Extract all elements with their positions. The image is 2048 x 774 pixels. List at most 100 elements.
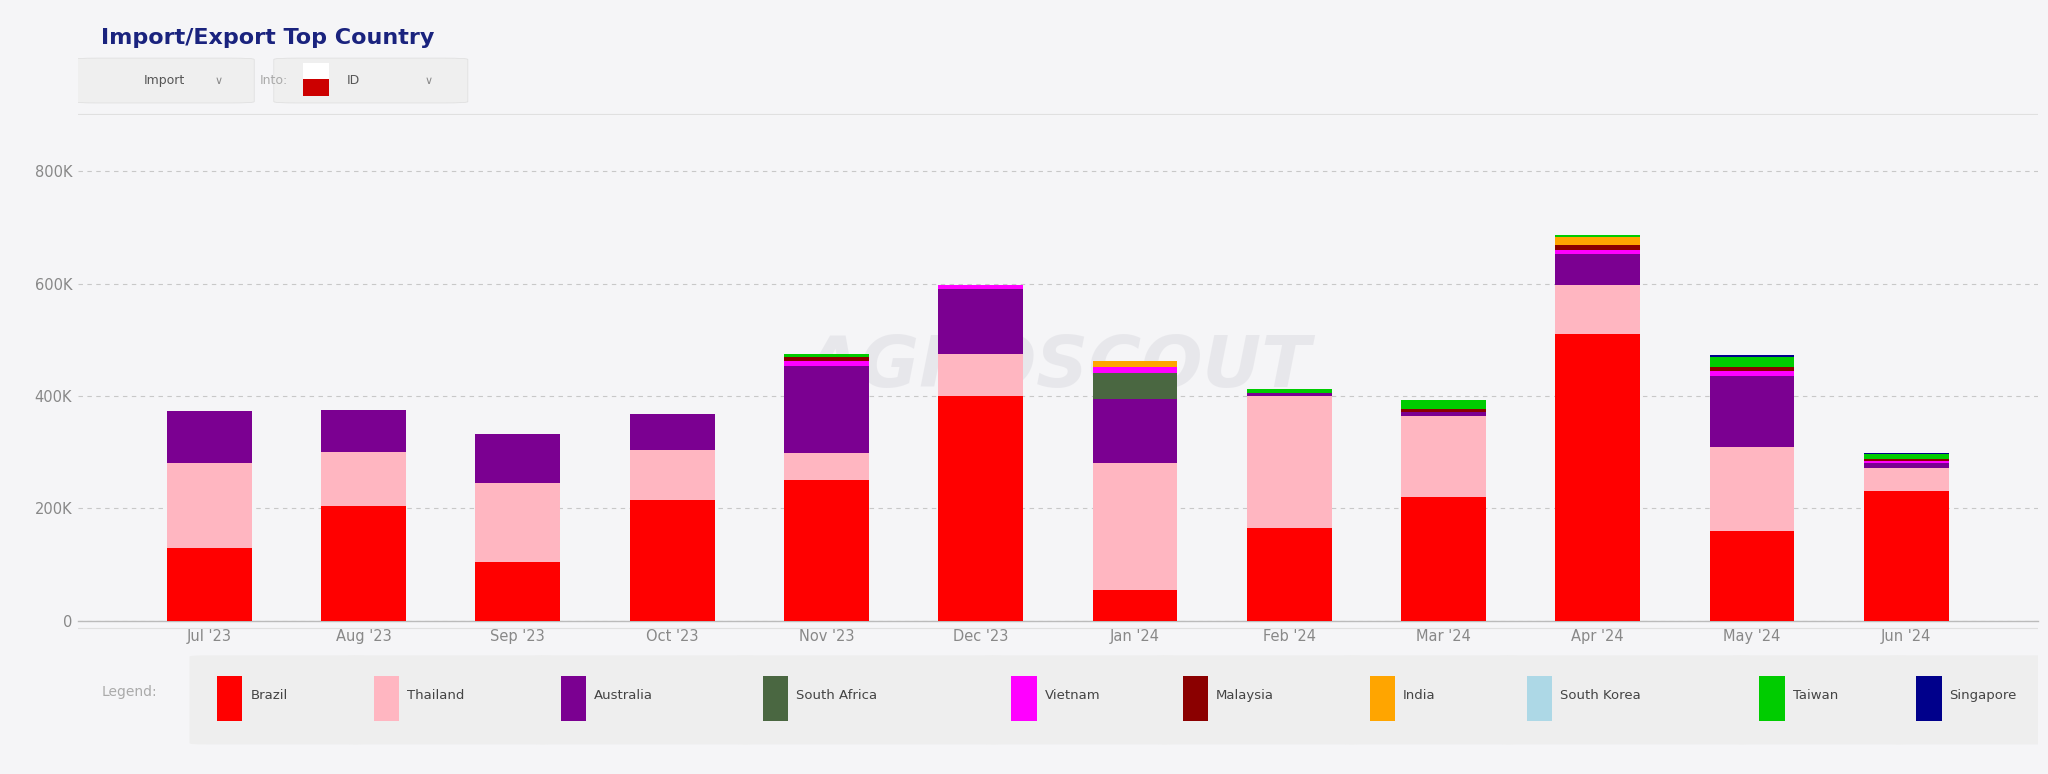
FancyBboxPatch shape (346, 656, 553, 745)
Bar (1012, 676, 1036, 721)
Bar (784, 357, 868, 361)
Bar (938, 289, 1024, 354)
Bar (1092, 464, 1178, 590)
Bar (1247, 396, 1331, 528)
Bar (1092, 399, 1178, 464)
Bar (1864, 464, 1950, 467)
Bar (784, 480, 868, 621)
Bar (475, 483, 561, 562)
Bar (322, 505, 406, 621)
Bar (1554, 285, 1640, 334)
Bar (217, 676, 242, 721)
FancyBboxPatch shape (1155, 656, 1362, 745)
Bar (1554, 254, 1640, 285)
Text: Vietnam: Vietnam (1044, 689, 1100, 702)
FancyBboxPatch shape (74, 58, 254, 103)
FancyBboxPatch shape (1733, 656, 1909, 745)
Bar (629, 414, 715, 450)
Bar (1864, 454, 1950, 459)
Bar (784, 454, 868, 480)
Text: Legend:: Legend: (100, 686, 158, 700)
Bar (1710, 372, 1794, 376)
Bar (938, 396, 1024, 621)
Bar (1247, 393, 1331, 396)
Bar (629, 450, 715, 500)
Bar (1710, 357, 1794, 368)
Text: Singapore: Singapore (1950, 689, 2017, 702)
Bar (784, 354, 868, 357)
Bar (1554, 334, 1640, 621)
FancyBboxPatch shape (274, 58, 467, 103)
Bar (1710, 355, 1794, 357)
Bar (1710, 447, 1794, 531)
Bar (1759, 676, 1786, 721)
Text: India: India (1403, 689, 1436, 702)
Bar (166, 548, 252, 621)
Bar (1864, 467, 1950, 491)
Bar (784, 361, 868, 366)
Bar (1401, 409, 1487, 413)
Text: Thailand: Thailand (408, 689, 465, 702)
Bar (1554, 245, 1640, 250)
Bar (303, 63, 328, 80)
Bar (1401, 497, 1487, 621)
Text: Brazil: Brazil (250, 689, 287, 702)
Bar (938, 285, 1024, 289)
Text: Import: Import (143, 74, 184, 87)
Bar (1184, 676, 1208, 721)
Bar (1526, 676, 1552, 721)
Text: South Africa: South Africa (797, 689, 877, 702)
Bar (1864, 491, 1950, 621)
Text: AGROSCOUT: AGROSCOUT (805, 334, 1311, 402)
Bar (1917, 676, 1942, 721)
Bar (1710, 376, 1794, 447)
FancyBboxPatch shape (532, 656, 756, 745)
Bar (1092, 368, 1178, 374)
Text: ∨: ∨ (424, 76, 432, 86)
Bar (1710, 368, 1794, 372)
Bar (322, 410, 406, 452)
FancyBboxPatch shape (1888, 656, 2048, 745)
Bar (166, 464, 252, 548)
Bar (1554, 238, 1640, 245)
FancyBboxPatch shape (1499, 656, 1751, 745)
Text: Malaysia: Malaysia (1217, 689, 1274, 702)
Bar (1554, 250, 1640, 254)
Bar (561, 676, 586, 721)
Text: Australia: Australia (594, 689, 653, 702)
Bar (938, 354, 1024, 396)
Bar (303, 63, 328, 96)
Bar (1092, 361, 1178, 368)
Bar (1864, 459, 1950, 461)
Bar (784, 366, 868, 454)
Text: Taiwan: Taiwan (1792, 689, 1837, 702)
Bar (1554, 235, 1640, 238)
Bar (1247, 528, 1331, 621)
Bar (375, 676, 399, 721)
Text: ID: ID (346, 74, 360, 87)
Bar (1864, 453, 1950, 454)
Bar (1247, 389, 1331, 393)
FancyBboxPatch shape (735, 656, 1004, 745)
Text: ∨: ∨ (215, 76, 223, 86)
FancyBboxPatch shape (983, 656, 1176, 745)
Text: South Korea: South Korea (1561, 689, 1640, 702)
FancyBboxPatch shape (1341, 656, 1520, 745)
Text: Import/Export Top Country: Import/Export Top Country (100, 29, 434, 48)
Bar (764, 676, 788, 721)
Bar (1401, 416, 1487, 497)
Bar (1864, 461, 1950, 464)
Bar (475, 433, 561, 483)
Bar (322, 452, 406, 505)
Bar (1092, 590, 1178, 621)
FancyBboxPatch shape (190, 656, 367, 745)
Bar (1710, 531, 1794, 621)
Bar (1092, 374, 1178, 399)
Bar (1401, 400, 1487, 409)
Bar (1370, 676, 1395, 721)
Bar (1401, 413, 1487, 416)
Bar (629, 500, 715, 621)
Bar (166, 411, 252, 464)
Bar (475, 562, 561, 621)
Text: Into:: Into: (260, 74, 289, 87)
